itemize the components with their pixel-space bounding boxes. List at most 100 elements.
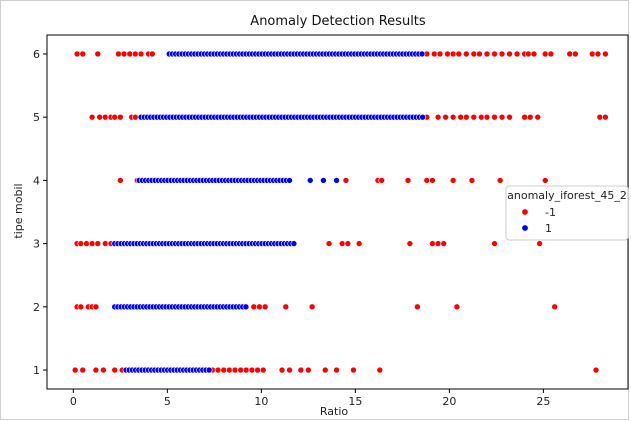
data-point: [483, 50, 491, 58]
data-point: [536, 240, 543, 247]
data-point: [434, 113, 442, 121]
x-tick-label: 10: [254, 395, 268, 408]
data-point: [320, 177, 327, 184]
data-point: [115, 50, 122, 58]
data-point: [83, 240, 90, 247]
data-point: [378, 177, 385, 184]
data-point: [406, 240, 414, 247]
data-point: [126, 50, 134, 58]
data-point: [120, 50, 128, 58]
y-axis: 1 2 3 4 5 6: [33, 48, 47, 377]
data-point: [434, 240, 442, 247]
data-point: [111, 113, 118, 121]
data-point: [214, 366, 222, 374]
data-point: [541, 50, 549, 58]
data-point: [419, 113, 426, 121]
data-point: [449, 177, 457, 184]
data-point: [71, 366, 79, 374]
y-axis-label: tipe mobil: [12, 183, 25, 238]
y-tick-label: 3: [33, 238, 40, 251]
legend-label: -1: [545, 206, 556, 219]
data-point: [226, 366, 233, 374]
data-point: [602, 50, 609, 58]
data-point: [449, 113, 457, 121]
data-point: [547, 50, 555, 58]
data-point: [462, 113, 470, 121]
data-point: [506, 113, 513, 121]
data-point: [290, 240, 298, 247]
data-point: [483, 113, 491, 121]
data-point: [282, 303, 290, 311]
data-point: [92, 366, 100, 374]
data-point: [338, 240, 346, 247]
data-point: [237, 366, 244, 374]
data-point: [117, 177, 124, 184]
data-point: [286, 366, 293, 374]
data-point: [220, 366, 228, 374]
data-point: [431, 50, 438, 58]
data-point: [592, 366, 600, 374]
data-point: [101, 113, 109, 121]
data-point: [101, 240, 109, 247]
data-point: [259, 366, 267, 374]
data-point: [96, 113, 103, 121]
data-point: [92, 303, 100, 311]
data-point: [470, 113, 478, 121]
legend: anomaly_iforest_45_2 -1 1: [505, 185, 629, 241]
data-point: [530, 50, 538, 58]
data-point: [256, 303, 263, 311]
data-point: [242, 303, 250, 311]
data-point: [572, 50, 579, 58]
data-point: [596, 113, 604, 121]
data-point: [462, 50, 470, 58]
y-tick-label: 4: [33, 174, 40, 187]
data-point: [231, 366, 239, 374]
data-point: [278, 366, 286, 374]
data-point: [250, 303, 258, 311]
data-point: [414, 303, 421, 311]
data-point: [476, 50, 483, 58]
data-point: [333, 177, 340, 184]
data-point: [248, 366, 256, 374]
data-point: [444, 50, 451, 58]
x-tick-label: 20: [442, 395, 456, 408]
data-point: [117, 113, 124, 121]
legend-marker: [521, 208, 529, 216]
data-point: [534, 113, 542, 121]
data-point: [429, 177, 436, 184]
data-point: [148, 50, 156, 58]
data-point: [442, 113, 449, 121]
data-point: [205, 366, 213, 374]
legend-box: [505, 185, 629, 241]
data-point: [449, 50, 457, 58]
data-point: [455, 50, 463, 58]
data-point: [521, 113, 528, 121]
data-point: [496, 177, 504, 184]
data-point: [321, 366, 329, 374]
data-point: [491, 50, 498, 58]
data-point: [350, 366, 357, 374]
data-point: [594, 50, 602, 58]
data-point: [261, 303, 269, 311]
data-point: [132, 50, 139, 58]
data-point: [88, 240, 96, 247]
data-point: [94, 240, 102, 247]
data-point: [436, 50, 444, 58]
data-point: [297, 366, 305, 374]
x-axis: 0 5 10 15 20 25: [70, 389, 550, 408]
data-point: [418, 50, 426, 58]
data-point: [566, 50, 574, 58]
data-point: [308, 303, 316, 311]
data-point: [306, 177, 314, 184]
data-point: [79, 50, 87, 58]
data-point: [79, 366, 87, 374]
data-point: [470, 50, 478, 58]
data-point: [541, 177, 549, 184]
data-point: [243, 366, 250, 374]
legend-title: anomaly_iforest_45_2: [507, 189, 627, 202]
data-point: [440, 240, 448, 247]
data-points: [71, 50, 609, 374]
x-tick-label: 5: [164, 395, 171, 408]
data-point: [342, 177, 350, 184]
